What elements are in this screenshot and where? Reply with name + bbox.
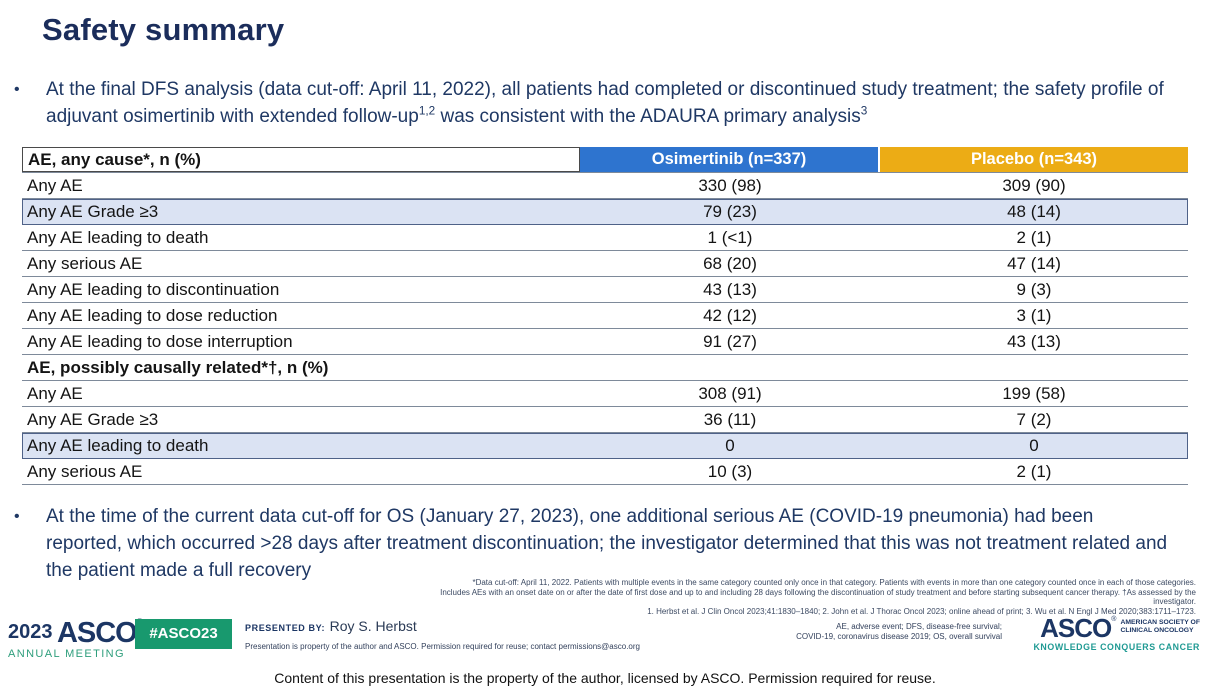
table-section-header-row: AE, possibly causally related*†, n (%) bbox=[22, 355, 1188, 381]
registered-mark: ® bbox=[1111, 616, 1117, 623]
placebo-value: 2 (1) bbox=[1016, 462, 1052, 481]
table-row: Any AE 330 (98) 309 (90) bbox=[22, 173, 1188, 199]
row-label: Any AE bbox=[27, 384, 83, 403]
placebo-value: 199 (58) bbox=[1002, 384, 1066, 403]
presenter-block: PRESENTED BY: Roy S. Herbst Presentation… bbox=[245, 618, 640, 651]
abbreviations-line-2: COVID-19, coronavirus disease 2019; OS, … bbox=[796, 632, 1002, 641]
presenter-name: Roy S. Herbst bbox=[329, 618, 417, 634]
license-caption: Content of this presentation is the prop… bbox=[274, 670, 936, 686]
table-row: Any AE leading to dose reduction 42 (12)… bbox=[22, 303, 1188, 329]
placebo-value: 0 bbox=[1029, 436, 1039, 455]
bullet-dfs-analysis: • At the final DFS analysis (data cut-of… bbox=[14, 76, 1186, 130]
osimertinib-value: 42 (12) bbox=[703, 306, 757, 325]
footnote-line-2: Includes AEs with an onset date on or af… bbox=[440, 587, 1196, 607]
abbreviations: AE, adverse event; DFS, disease-free sur… bbox=[796, 622, 1002, 642]
bullet1-text-2: was consistent with the ADAURA primary a… bbox=[435, 106, 861, 127]
section-label: AE, possibly causally related*†, n (%) bbox=[27, 358, 329, 377]
placebo-value: 48 (14) bbox=[1007, 202, 1061, 221]
osimertinib-value: 330 (98) bbox=[698, 176, 762, 195]
placebo-value: 43 (13) bbox=[1007, 332, 1061, 351]
hashtag-badge: #ASCO23 bbox=[135, 619, 232, 649]
osimertinib-value: 10 (3) bbox=[707, 462, 753, 481]
osimertinib-value bbox=[580, 355, 880, 380]
asco-wordmark: ASCO bbox=[56, 617, 138, 649]
society-line-1: AMERICAN SOCIETY OF bbox=[1120, 619, 1200, 626]
bullet-marker: • bbox=[14, 508, 20, 525]
safety-summary-table: AE, any cause*, n (%) Osimertinib (n=337… bbox=[22, 147, 1188, 485]
table-row: Any AE Grade ≥3 36 (11) 7 (2) bbox=[22, 407, 1188, 433]
row-label: Any AE leading to discontinuation bbox=[27, 280, 280, 299]
placebo-value: 2 (1) bbox=[1016, 228, 1052, 247]
osimertinib-value: 308 (91) bbox=[698, 384, 762, 403]
column-header-ae-any-cause: AE, any cause*, n (%) bbox=[22, 147, 580, 172]
osimertinib-value: 79 (23) bbox=[703, 202, 757, 221]
slide-footer: 2023 ASCO® ANNUAL MEETING #ASCO23 PRESEN… bbox=[0, 612, 1210, 664]
table-row: Any AE 308 (91) 199 (58) bbox=[22, 381, 1188, 407]
footnote-line-1: *Data cut-off: April 11, 2022. Patients … bbox=[472, 578, 1196, 587]
footnotes: *Data cut-off: April 11, 2022. Patients … bbox=[406, 578, 1196, 616]
row-label: Any AE Grade ≥3 bbox=[27, 410, 159, 429]
row-label: Any AE leading to dose interruption bbox=[27, 332, 293, 351]
table-header-row: AE, any cause*, n (%) Osimertinib (n=337… bbox=[22, 147, 1188, 173]
presenter-note: Presentation is property of the author a… bbox=[245, 642, 640, 651]
column-header-osimertinib: Osimertinib (n=337) bbox=[580, 147, 880, 172]
asco-wordmark: ASCO bbox=[1040, 613, 1112, 643]
row-label: Any serious AE bbox=[27, 254, 143, 273]
placebo-value: 47 (14) bbox=[1007, 254, 1061, 273]
row-label: Any AE leading to death bbox=[27, 436, 209, 455]
osimertinib-value: 43 (13) bbox=[703, 280, 757, 299]
table-row: Any AE leading to dose interruption 91 (… bbox=[22, 329, 1188, 355]
table-row: Any AE leading to death 1 (<1) 2 (1) bbox=[22, 225, 1188, 251]
placebo-value: 3 (1) bbox=[1016, 306, 1052, 325]
page-title: Safety summary bbox=[42, 12, 285, 47]
table-row: Any serious AE 10 (3) 2 (1) bbox=[22, 459, 1188, 485]
abbreviations-line-1: AE, adverse event; DFS, disease-free sur… bbox=[836, 622, 1002, 631]
placebo-value: 7 (2) bbox=[1016, 410, 1052, 429]
asco-annual-meeting-logo: 2023 ASCO® ANNUAL MEETING bbox=[8, 617, 143, 660]
row-label: Any AE leading to death bbox=[27, 228, 209, 247]
placebo-value bbox=[880, 355, 1188, 380]
presented-by-label: PRESENTED BY: bbox=[245, 623, 326, 633]
osimertinib-value: 68 (20) bbox=[703, 254, 757, 273]
row-label: Any AE leading to dose reduction bbox=[27, 306, 278, 325]
placebo-value: 309 (90) bbox=[1002, 176, 1066, 195]
table-row: Any serious AE 68 (20) 47 (14) bbox=[22, 251, 1188, 277]
table-row: Any AE leading to discontinuation 43 (13… bbox=[22, 277, 1188, 303]
osimertinib-value: 91 (27) bbox=[703, 332, 757, 351]
osimertinib-value: 0 bbox=[725, 436, 735, 455]
osimertinib-value: 1 (<1) bbox=[707, 228, 753, 247]
meeting-year: 2023 bbox=[8, 621, 53, 643]
asco-tagline: KNOWLEDGE CONQUERS CANCER bbox=[1033, 642, 1200, 652]
row-label: Any AE bbox=[27, 176, 83, 195]
table-row-highlighted: Any AE leading to death 0 0 bbox=[22, 433, 1188, 459]
osimertinib-value: 36 (11) bbox=[703, 410, 757, 429]
bullet1-text: At the final DFS analysis (data cut-off:… bbox=[46, 79, 1164, 127]
column-header-placebo: Placebo (n=343) bbox=[880, 147, 1188, 172]
asco-society-logo: ASCO ® AMERICAN SOCIETY OF CLINICAL ONCOL… bbox=[1015, 613, 1200, 652]
placebo-value: 9 (3) bbox=[1016, 280, 1052, 299]
bullet-marker: • bbox=[14, 81, 20, 98]
reference-superscript: 1,2 bbox=[418, 104, 436, 118]
row-label: Any AE Grade ≥3 bbox=[27, 202, 159, 221]
footnote-line-3: 1. Herbst et al. J Clin Oncol 2023;41:18… bbox=[647, 606, 1196, 616]
table-row-highlighted: Any AE Grade ≥3 79 (23) 48 (14) bbox=[22, 199, 1188, 225]
annual-meeting-label: ANNUAL MEETING bbox=[8, 648, 125, 660]
row-label: Any serious AE bbox=[27, 462, 143, 481]
bullet-os-cutoff: • At the time of the current data cut-of… bbox=[14, 503, 1172, 584]
bullet2-text: At the time of the current data cut-off … bbox=[46, 506, 1168, 581]
reference-superscript: 3 bbox=[860, 104, 868, 118]
society-line-2: CLINICAL ONCOLOGY bbox=[1120, 627, 1194, 634]
